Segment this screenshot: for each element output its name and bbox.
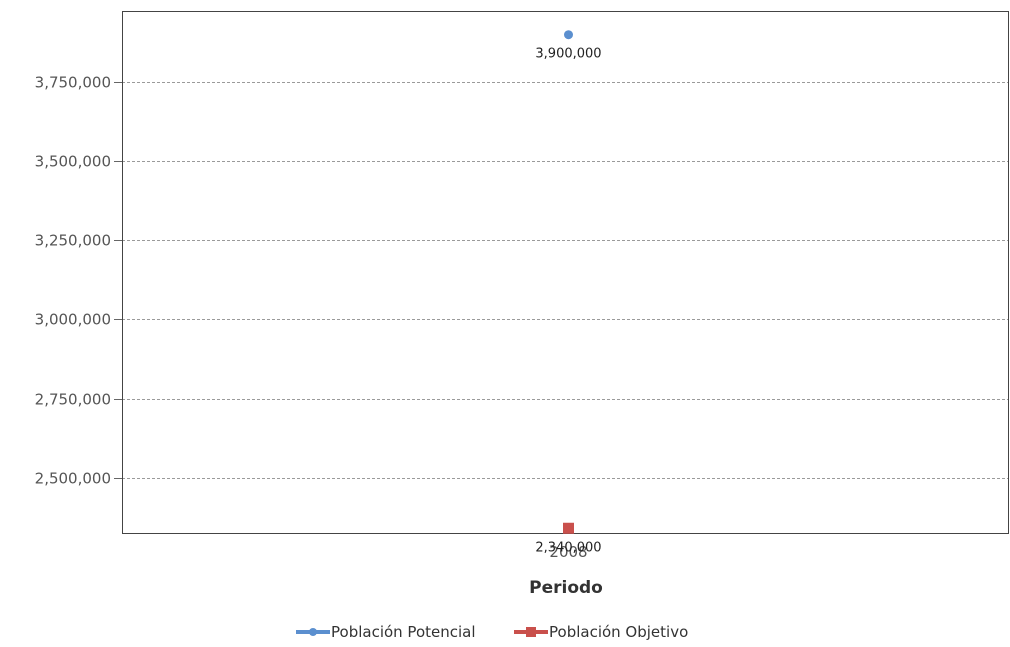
legend-marker-circle — [309, 628, 317, 636]
data-label: 3,900,000 — [535, 47, 601, 62]
series-layer: 3,900,000 2,340,000 — [535, 30, 602, 555]
data-label: 2,340,000 — [535, 540, 601, 555]
legend-marker-square — [526, 627, 536, 637]
legend-label: Población Objetivo — [549, 623, 688, 641]
y-tick-label: 3,500,000 — [35, 153, 111, 171]
legend-label: Población Potencial — [331, 623, 476, 641]
x-axis-title: Periodo — [529, 578, 603, 598]
y-tick-label: 3,750,000 — [35, 74, 111, 92]
plot-frame — [122, 11, 1009, 534]
legend-item: Población Potencial — [296, 623, 476, 641]
gridlines — [122, 82, 1009, 479]
y-tick-label: 3,250,000 — [35, 232, 111, 250]
data-point-poblacion-potencial — [564, 30, 573, 40]
y-tick-label: 2,500,000 — [35, 470, 111, 488]
y-tick-label: 3,000,000 — [35, 311, 111, 329]
x-axis-ticks: 2008 — [549, 543, 587, 561]
y-axis-ticks: 2,500,000 2,750,000 3,000,000 3,250,000 3,50… — [35, 74, 122, 488]
x-tick-label: 2008 — [549, 543, 587, 561]
data-point-poblacion-objetivo — [563, 522, 574, 534]
y-tick-label: 2,750,000 — [35, 391, 111, 409]
legend-item: Población Objetivo — [514, 623, 688, 641]
legend: Población Potencial Población Objetivo — [296, 623, 688, 641]
